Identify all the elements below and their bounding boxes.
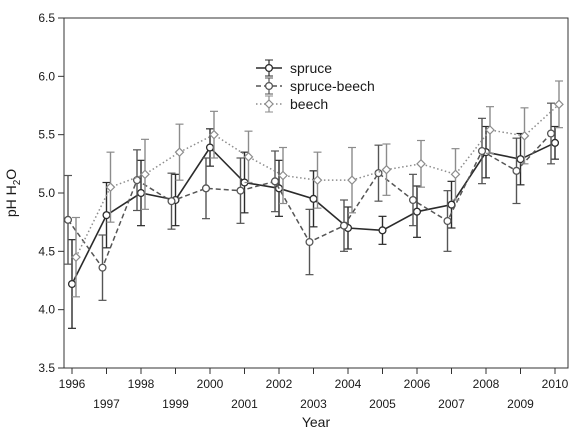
x-tick-label: 2002: [266, 377, 293, 391]
data-point-beech: [312, 175, 323, 186]
x-tick-label: 2001: [231, 397, 258, 411]
x-tick-label: 1999: [162, 397, 189, 411]
data-point-spruce-beech: [512, 166, 521, 175]
x-tick-label: 1997: [93, 397, 120, 411]
data-point-spruce-beech: [477, 146, 487, 156]
legend-marker-spruce-beech: [264, 81, 274, 91]
y-tick-label: 6.0: [38, 69, 55, 83]
legend-label-spruce-beech: spruce-beech: [290, 78, 375, 94]
legend-marker-spruce: [264, 63, 274, 73]
data-point-spruce: [516, 155, 525, 164]
y-tick-label: 4.5: [38, 244, 55, 258]
x-tick-label: 2009: [507, 397, 534, 411]
x-tick-label: 2008: [473, 377, 500, 391]
data-point-beech: [347, 175, 357, 186]
data-point-beech: [105, 182, 116, 193]
series-line-beech: [75, 103, 560, 258]
data-point-spruce-beech: [408, 195, 418, 205]
data-point-beech: [485, 125, 495, 135]
data-point-beech: [243, 151, 254, 162]
series-beech: [71, 80, 564, 298]
y-tick-label: 6.5: [38, 11, 55, 25]
data-point-spruce-beech: [339, 221, 349, 230]
x-axis-label: Year: [302, 414, 331, 430]
y-axis-label-tail: O: [3, 169, 19, 180]
data-point-spruce: [412, 207, 422, 216]
data-point-spruce-beech: [305, 237, 314, 247]
data-point-beech: [140, 169, 150, 180]
data-point-spruce: [550, 138, 560, 147]
plot-frame: [63, 17, 569, 369]
legend-item-beech: beech: [256, 95, 328, 113]
x-tick-label: 2006: [404, 377, 431, 391]
data-point-spruce: [136, 188, 146, 198]
data-point-beech: [519, 130, 530, 141]
data-point-spruce-beech: [236, 186, 245, 195]
data-point-spruce: [102, 211, 111, 220]
data-point-beech: [450, 169, 461, 180]
y-tick-label: 5.0: [38, 186, 55, 200]
data-point-spruce-beech: [167, 197, 176, 206]
x-tick-label: 2005: [369, 397, 396, 411]
x-tick-label: 2000: [197, 377, 224, 391]
x-tick-label: 2007: [438, 397, 465, 411]
data-point-spruce-beech: [546, 129, 556, 138]
data-point-beech: [278, 170, 288, 181]
x-tick-label: 1996: [59, 377, 86, 391]
data-point-spruce-beech: [270, 177, 280, 186]
x-tick-label: 2003: [300, 397, 327, 411]
y-tick-label: 4.0: [38, 303, 55, 317]
legend-marker-beech: [264, 99, 274, 109]
data-point-beech: [554, 99, 564, 110]
data-point-spruce: [67, 279, 77, 289]
y-axis-label: pH H2O: [3, 169, 23, 217]
legend-item-spruce-beech: spruce-beech: [256, 77, 375, 95]
legend-item-spruce: spruce: [256, 59, 332, 77]
series-layer: [63, 80, 564, 329]
legend: spruce spruce-beech beech: [256, 59, 375, 113]
series-spruce-beech: [63, 102, 556, 301]
data-point-beech: [71, 252, 81, 263]
legend-label-spruce: spruce: [290, 60, 332, 76]
y-axis-label-main: pH H: [3, 185, 19, 217]
data-point-spruce-beech: [132, 176, 142, 185]
data-point-spruce: [309, 194, 318, 203]
data-point-beech: [381, 164, 392, 175]
y-axis: 3.5 4.0 4.5 5.0 5.5 6.0 6.5: [38, 11, 64, 375]
data-point-beech: [416, 158, 426, 169]
x-axis: 1996 1997 1998 1999 2000 2001 2002 2003 2004 2005…: [59, 368, 569, 411]
x-tick-label: 2010: [542, 377, 569, 391]
data-point-spruce: [205, 143, 215, 152]
y-axis-label-sub: 2: [12, 179, 23, 185]
data-point-spruce-beech: [98, 263, 107, 272]
data-point-beech: [209, 129, 219, 140]
data-point-spruce-beech: [63, 215, 73, 224]
x-tick-label: 1998: [128, 377, 155, 391]
y-tick-label: 3.5: [38, 361, 55, 375]
data-point-beech: [174, 147, 185, 158]
legend-label-beech: beech: [290, 96, 328, 112]
y-tick-label: 5.5: [38, 128, 55, 142]
x-tick-label: 2004: [335, 377, 362, 391]
data-point-spruce-beech: [443, 216, 452, 226]
data-point-spruce: [378, 226, 387, 235]
data-point-spruce-beech: [201, 184, 211, 193]
